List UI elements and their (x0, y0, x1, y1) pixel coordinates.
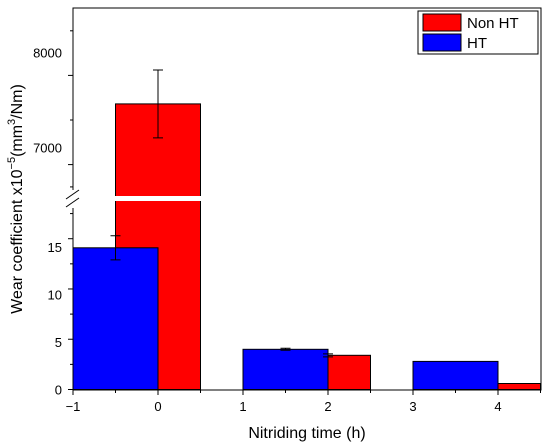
legend-label-non-ht: Non HT (467, 15, 519, 32)
x-tick-label: 4 (494, 399, 501, 414)
x-tick-label: 0 (154, 399, 161, 414)
x-tick-label: 1 (239, 399, 246, 414)
y-ticks-group (68, 30, 73, 390)
error-bar-ht (280, 347, 291, 351)
legend-swatch-non-ht (422, 13, 462, 32)
y-tick-label: 15 (48, 240, 62, 255)
x-axis-title: Nitriding time (h) (248, 425, 365, 442)
error-bar-non-ht (323, 353, 333, 358)
y-tick-label: 10 (48, 288, 62, 303)
bar-ht (242, 348, 329, 390)
legend-swatch-ht (422, 33, 462, 52)
error-bar-non-ht (153, 69, 163, 139)
error-bar-ht (110, 235, 121, 261)
y-axis-title-unit-end: /Nm) (9, 84, 26, 119)
x-tick-label: 2 (324, 399, 331, 414)
y-axis-title-exponent: −5 (6, 157, 18, 170)
y-tick-label: 7000 (33, 141, 62, 156)
y-tick-label: 5 (55, 335, 62, 350)
y-axis-title-unit: (mm (9, 125, 26, 157)
axis-break-mark (65, 197, 80, 208)
bar-ht (412, 360, 499, 390)
x-tick-label: −1 (66, 399, 81, 414)
axis-break-band (74, 196, 540, 201)
y-tick-label: 0 (55, 383, 62, 398)
y-axis-title-unit-exponent: 3 (6, 119, 18, 125)
axis-break-gap (68, 190, 79, 208)
x-ticks-group (72, 390, 541, 395)
x-tick-label: 3 (409, 399, 416, 414)
bars-group (72, 103, 541, 391)
axis-break-mark (65, 189, 80, 200)
legend: Non HT HT (417, 10, 539, 55)
y-axis-title-main: Wear coefficient x10 (9, 169, 26, 313)
bar-ht (72, 247, 159, 390)
error-bars-group (110, 69, 333, 358)
y-tick-label: 8000 (33, 46, 62, 61)
y-axis-title: Wear coefficient x10−5(mm3/Nm) (6, 84, 26, 314)
legend-label-ht: HT (467, 35, 487, 52)
